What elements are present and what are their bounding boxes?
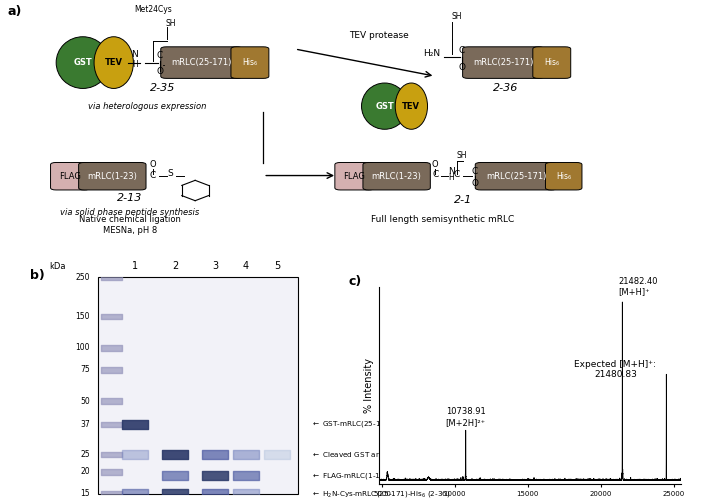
- Text: via solid phase peptide synthesis: via solid phase peptide synthesis: [60, 208, 199, 217]
- Text: C: C: [157, 51, 163, 59]
- Text: $\leftarrow$ H$_2$N-Cys-mRLC(25-171)-His$_6$ (2-36): $\leftarrow$ H$_2$N-Cys-mRLC(25-171)-His…: [311, 489, 450, 499]
- Text: SH: SH: [451, 12, 461, 21]
- Bar: [98, 277, 298, 494]
- Text: 10738.91
[M+2H]²⁺: 10738.91 [M+2H]²⁺: [446, 407, 486, 427]
- FancyBboxPatch shape: [79, 162, 146, 190]
- Text: b): b): [29, 269, 44, 282]
- Text: 25: 25: [80, 450, 90, 459]
- FancyBboxPatch shape: [335, 162, 374, 190]
- Text: Met24Cys: Met24Cys: [134, 5, 172, 14]
- Text: His₆: His₆: [556, 172, 571, 181]
- Text: GST: GST: [74, 58, 92, 67]
- Text: 2-1: 2-1: [454, 195, 472, 205]
- Text: Native chemical ligation
MESNa, pH 8: Native chemical ligation MESNa, pH 8: [79, 215, 181, 235]
- Text: C: C: [454, 170, 460, 179]
- Text: a): a): [7, 6, 21, 19]
- Text: mRLC(1-23): mRLC(1-23): [87, 172, 138, 181]
- Text: 75: 75: [80, 365, 90, 374]
- Text: 2: 2: [172, 261, 178, 271]
- Text: FLAG: FLAG: [59, 172, 81, 181]
- Text: mRLC(25-171): mRLC(25-171): [171, 58, 232, 67]
- Text: SH: SH: [166, 19, 176, 28]
- Text: 3: 3: [212, 261, 218, 271]
- Text: S: S: [167, 169, 173, 178]
- FancyBboxPatch shape: [161, 47, 242, 79]
- Ellipse shape: [362, 83, 408, 130]
- Text: 150: 150: [76, 312, 90, 321]
- Text: $\leftarrow$ GST-mRLC(25-171)-His$_6$ (2-35): $\leftarrow$ GST-mRLC(25-171)-His$_6$ (2…: [311, 419, 435, 429]
- Text: N: N: [131, 50, 138, 59]
- Text: 5: 5: [274, 261, 280, 271]
- Text: O: O: [471, 179, 478, 188]
- Text: via heterologous expression: via heterologous expression: [88, 102, 206, 111]
- Y-axis label: % Intensity: % Intensity: [364, 358, 373, 413]
- Text: c): c): [349, 276, 362, 288]
- Text: 37: 37: [80, 420, 90, 429]
- Text: $\leftarrow$ FLAG-mRLC(1-171)-His$_6$ (2-1): $\leftarrow$ FLAG-mRLC(1-171)-His$_6$ (2…: [311, 471, 430, 481]
- Ellipse shape: [395, 83, 428, 130]
- Text: N: N: [448, 167, 455, 176]
- Text: Full length semisynthetic mRLC: Full length semisynthetic mRLC: [371, 215, 514, 224]
- Text: mRLC(1-23): mRLC(1-23): [371, 172, 422, 181]
- Text: GST: GST: [376, 102, 394, 111]
- Text: H: H: [132, 60, 138, 69]
- Text: His₆: His₆: [544, 58, 559, 67]
- Text: 100: 100: [76, 343, 90, 352]
- Text: 1: 1: [132, 261, 138, 271]
- Text: H: H: [449, 173, 454, 182]
- FancyBboxPatch shape: [363, 162, 430, 190]
- Text: 15: 15: [80, 489, 90, 498]
- Text: H₂N: H₂N: [423, 49, 440, 58]
- Text: 2-36: 2-36: [493, 83, 518, 93]
- Text: Expected [M+H]⁺:
21480.83: Expected [M+H]⁺: 21480.83: [574, 360, 656, 379]
- Text: O: O: [458, 63, 465, 72]
- Text: 21482.40
[M+H]⁺: 21482.40 [M+H]⁺: [618, 277, 658, 296]
- Text: O: O: [157, 67, 164, 76]
- FancyBboxPatch shape: [475, 162, 557, 190]
- FancyBboxPatch shape: [463, 47, 544, 79]
- Text: His₆: His₆: [242, 58, 258, 67]
- Text: C: C: [459, 46, 465, 55]
- Text: FLAG: FLAG: [343, 172, 366, 181]
- Text: 250: 250: [76, 273, 90, 282]
- FancyBboxPatch shape: [231, 47, 269, 79]
- Text: mRLC(25-171): mRLC(25-171): [473, 58, 534, 67]
- Text: 50: 50: [80, 397, 90, 406]
- Text: $\leftarrow$ Cleaved GST and TEV: $\leftarrow$ Cleaved GST and TEV: [311, 450, 402, 459]
- Text: TEV: TEV: [105, 58, 123, 67]
- Text: 2-13: 2-13: [117, 194, 143, 204]
- Text: C: C: [150, 171, 156, 180]
- Text: O: O: [432, 160, 439, 169]
- Ellipse shape: [94, 37, 133, 89]
- Text: 4: 4: [243, 261, 249, 271]
- Text: kDa: kDa: [49, 262, 66, 271]
- FancyBboxPatch shape: [51, 162, 90, 190]
- Ellipse shape: [56, 37, 110, 89]
- Text: TEV protease: TEV protease: [349, 31, 409, 40]
- Text: O: O: [150, 160, 157, 169]
- Text: C: C: [432, 170, 438, 179]
- Text: SH: SH: [457, 151, 467, 160]
- Text: C: C: [472, 167, 477, 176]
- Text: 2-35: 2-35: [150, 83, 176, 93]
- Text: TEV: TEV: [402, 102, 420, 111]
- Text: 20: 20: [80, 467, 90, 476]
- Text: mRLC(25-171): mRLC(25-171): [486, 172, 546, 181]
- X-axis label: Mass (m/z): Mass (m/z): [503, 503, 557, 504]
- FancyBboxPatch shape: [533, 47, 571, 79]
- FancyBboxPatch shape: [545, 162, 582, 190]
